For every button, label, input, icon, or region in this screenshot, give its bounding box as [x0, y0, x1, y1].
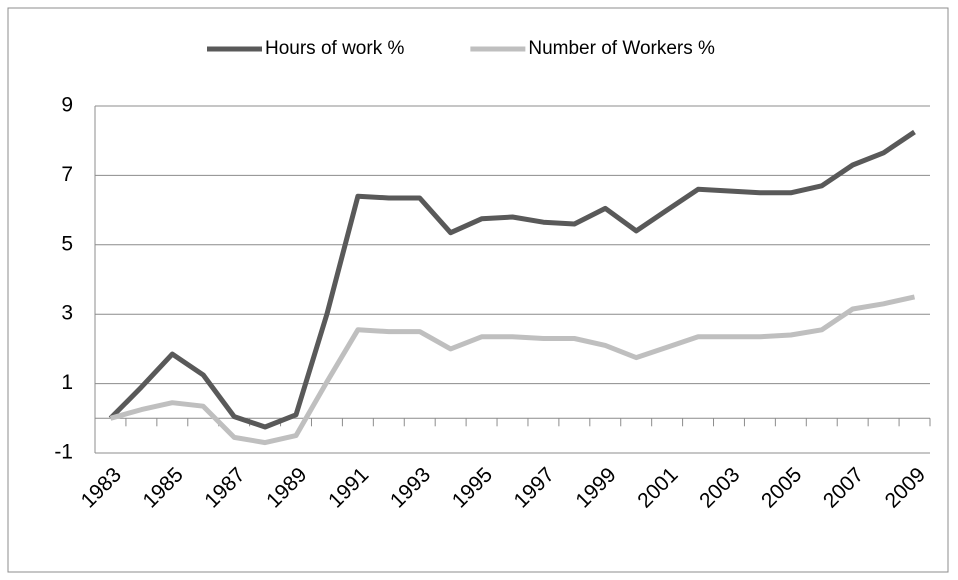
y-tick-label: 1 [61, 371, 73, 394]
y-tick-label: -1 [54, 441, 73, 464]
legend-label: Number of Workers % [528, 38, 715, 59]
y-tick-label: 3 [61, 302, 73, 325]
series-line [108, 129, 916, 430]
chart-frame [7, 7, 949, 573]
y-tick-label: 7 [61, 163, 73, 186]
series-line [109, 294, 916, 446]
legend-label: Hours of work % [265, 38, 404, 59]
y-tick-label: 9 [61, 94, 73, 117]
y-tick-label: 5 [61, 232, 73, 255]
